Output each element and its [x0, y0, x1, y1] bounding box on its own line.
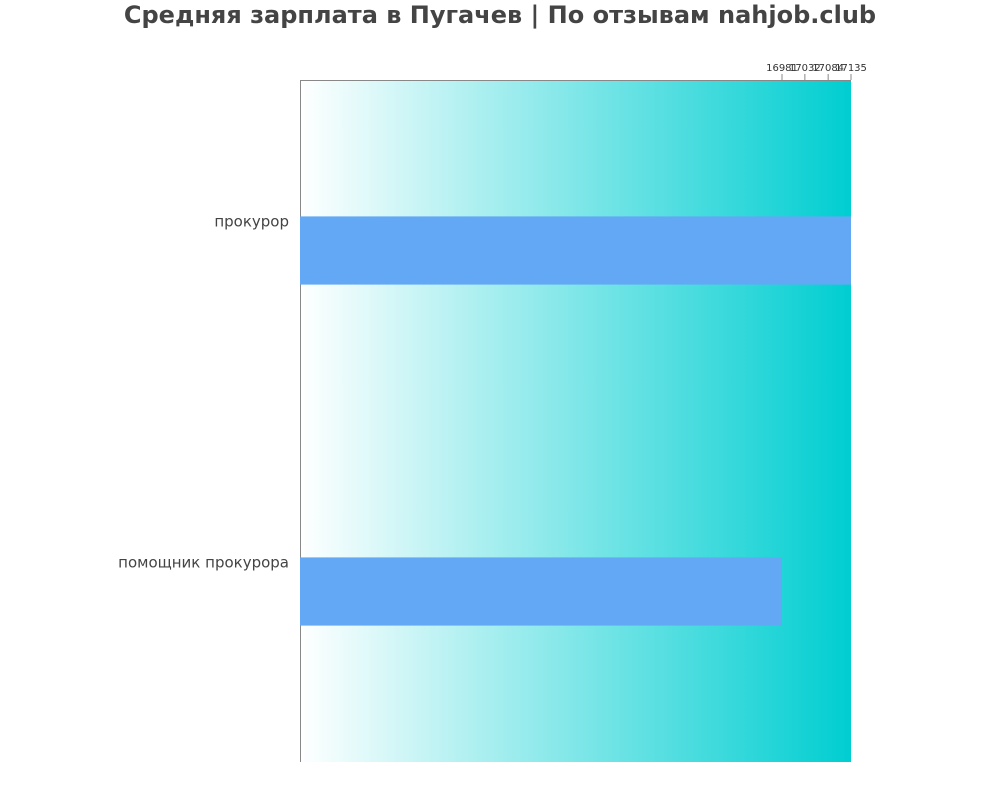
x-tick-label: 17032 [789, 63, 821, 74]
chart-title: Средняя зарплата в Пугачев | По отзывам … [124, 1, 876, 29]
x-tick-label: 17084 [812, 63, 844, 74]
bars [300, 216, 851, 626]
category-label: помощник прокурора [118, 554, 289, 572]
plot-background [300, 80, 851, 762]
category-label: прокурор [214, 213, 289, 231]
x-tick-label: 16981 [766, 63, 798, 74]
bar [300, 557, 783, 626]
x-tick-label: 17135 [835, 63, 867, 74]
bar [300, 216, 851, 285]
category-labels: прокурор помощник прокурора [118, 213, 289, 572]
